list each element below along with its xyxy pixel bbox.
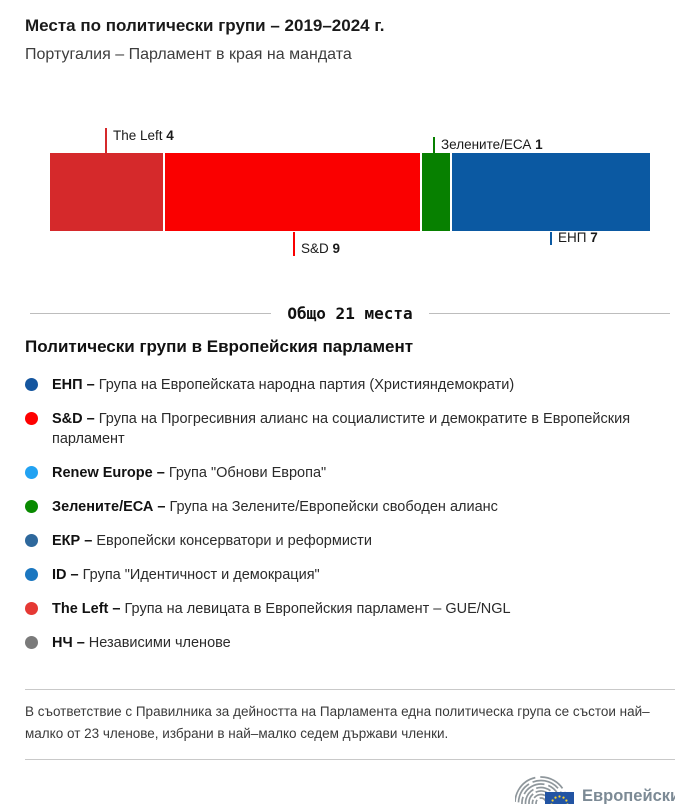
segment-name: ЕНП [558,230,587,245]
legend-desc: Група "Обнови Европа" [168,465,327,481]
legend-abbr: The Left – [52,601,121,617]
legend-desc: Независими членове [88,635,231,651]
ecr-color-dot-icon [25,534,38,547]
legend-abbr: S&D – [52,411,95,427]
legend-item-the-left: The Left – Група на левицата в Европейск… [25,599,675,619]
legend-desc: Група на левицата в Европейския парламен… [124,601,511,617]
segment-label-epp: ЕНП 7 [550,230,598,245]
snd-color-dot-icon [25,412,38,425]
segment-name: The Left [113,128,163,143]
page-subtitle: Португалия – Парламент в края на мандата [25,46,352,63]
legend-abbr: ЕКР – [52,533,93,549]
legend-item-ni: НЧ – Независими членове [25,633,675,653]
bar-segment-epp [452,153,650,231]
legend-abbr: НЧ – [52,635,85,651]
legend-item-id: ID – Група "Идентичност и демокрация" [25,565,675,585]
legend-desc: Група "Идентичност и демокрация" [82,567,320,583]
bar-segment-the-left [50,153,164,231]
segment-name: S&D [301,241,329,256]
bar-segment-greens-efa [421,153,450,231]
total-seats-row: Общо 21 места [30,304,671,323]
european-parliament-logo: Европейски парламент [515,775,675,804]
page-title: Места по политически групи – 2019–2024 г… [25,16,385,35]
footnote-divider-top [25,689,675,690]
legend-item-epp: ЕНП – Група на Европейската народна парт… [25,375,675,395]
legend: ЕНП – Група на Европейската народна парт… [25,375,675,653]
legend-item-snd: S&D – Група на Прогресивния алианс на со… [25,409,675,449]
legend-heading: Политически групи в Европейския парламен… [25,337,414,356]
eu-flag-icon [545,791,574,804]
legend-item-ecr: ЕКР – Европейски консерватори и реформис… [25,531,675,551]
total-rule-left [30,313,272,314]
legend-abbr: ЕНП – [52,377,95,393]
stacked-bar [50,153,650,231]
legend-desc: Европейски консерватори и реформисти [96,533,372,549]
legend-desc: Група на Европейската народна партия (Хр… [98,377,515,393]
legend-item-renew: Renew Europe – Група "Обнови Европа" [25,463,675,483]
the-left-color-dot-icon [25,602,38,615]
total-rule-right [428,313,671,314]
segment-seats: 4 [166,128,174,143]
legend-desc: Група на Прогресивния алианс на социалис… [52,411,631,447]
segment-label-snd: S&D 9 [293,232,340,256]
legend-abbr: Renew Europe – [52,465,165,481]
footnote-divider-bottom [25,758,675,760]
greens-color-dot-icon [25,500,38,513]
legend-abbr: ID – [52,567,79,583]
segment-seats: 7 [590,230,598,245]
epp-color-dot-icon [25,378,38,391]
seats-bar-chart: The Left 4 Зелените/ЕСА 1 S&D 9 ЕНП 7 [25,128,675,256]
ni-color-dot-icon [25,636,38,649]
segment-seats: 1 [535,137,543,152]
total-seats-label: Общо 21 места [287,304,413,323]
segment-seats: 9 [332,241,341,256]
legend-desc: Група на Зелените/Европейски свободен ал… [169,499,498,515]
logo-text-line1: Европейски [582,787,675,804]
legend-item-greens-efa: Зелените/ЕСА – Група на Зелените/Европей… [25,497,675,517]
footnote-text: В съответствие с Правилника за дейността… [25,704,650,742]
id-color-dot-icon [25,568,38,581]
segment-label-greens-efa: Зелените/ЕСА 1 [433,137,543,153]
bar-segment-snd [165,153,420,231]
footer: Източник: Европейски парламент [25,770,675,804]
renew-color-dot-icon [25,466,38,479]
segment-name: Зелените/ЕСА [441,137,532,152]
segment-label-the-left: The Left 4 [105,128,174,153]
legend-abbr: Зелените/ЕСА – [52,499,166,515]
